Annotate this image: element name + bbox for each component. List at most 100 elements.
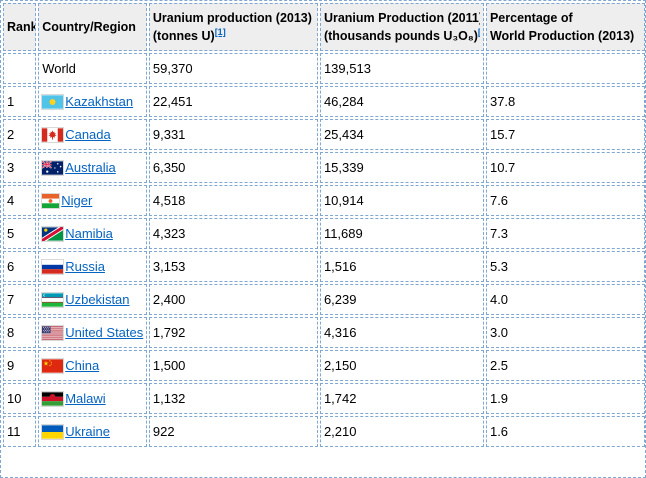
production-2013-cell: 3,153 <box>148 251 318 282</box>
percentage-cell: 7.6 <box>485 185 645 216</box>
table-row-kazakhstan: 1 Kazakhstan 22,451 46,284 37.8 <box>3 86 645 117</box>
production-2011-cell: 4,316 <box>319 317 484 348</box>
china-flag-icon <box>41 357 65 374</box>
table-row-china: 9 China 1,500 2,150 2.5 <box>3 350 645 381</box>
rank-cell: 1 <box>3 86 37 117</box>
rank-cell: 8 <box>3 317 37 348</box>
niger-flag-icon <box>41 192 61 209</box>
reference-link-1[interactable]: [1] <box>214 27 226 37</box>
production-2011-cell: 46,284 <box>319 86 484 117</box>
header-percentage: Percentage of World Production (2013) <box>485 3 645 51</box>
percentage-cell: 15.7 <box>485 119 645 150</box>
production-2013-cell: 4,518 <box>148 185 318 216</box>
header-rank: Rank <box>3 3 37 51</box>
table-row-australia: 3 Australia 6,350 15,339 10.7 <box>3 152 645 183</box>
ukraine-flag-icon <box>41 423 65 440</box>
table-row-world: World 59,370 139,513 <box>3 53 645 84</box>
production-2013-cell: 9,331 <box>148 119 318 150</box>
kazakhstan-flag-icon <box>41 93 65 110</box>
production-2013-cell: 1,792 <box>148 317 318 348</box>
table-row-uzbekistan: 7 Uzbekistan 2,400 6,239 4.0 <box>3 284 645 315</box>
table-row-canada: 2 Canada 9,331 25,434 15.7 <box>3 119 645 150</box>
country-cell: Russia <box>38 251 147 282</box>
production-2013-cell: 6,350 <box>148 152 318 183</box>
rank-cell: 6 <box>3 251 37 282</box>
header-production-2013-line2: (tonnes U)[1] <box>152 27 226 43</box>
percentage-cell: 1.9 <box>485 383 645 414</box>
table-row-russia: 6 Russia 3,153 1,516 5.3 <box>3 251 645 282</box>
production-2011-cell: 11,689 <box>319 218 484 249</box>
percentage-cell: 37.8 <box>485 86 645 117</box>
russia-flag-icon <box>41 258 65 275</box>
production-2013-cell: 1,500 <box>148 350 318 381</box>
percentage-cell: 2.5 <box>485 350 645 381</box>
country-link[interactable]: Australia <box>65 160 116 175</box>
canada-flag-icon <box>41 126 65 143</box>
production-2011-cell: 15,339 <box>319 152 484 183</box>
header-percentage-line1: Percentage of <box>489 10 573 25</box>
country-link[interactable]: Ukraine <box>65 424 110 439</box>
header-row: Rank Country/Region Uranium production (… <box>3 3 645 51</box>
country-link[interactable]: China <box>65 358 100 373</box>
reference-link-2[interactable]: [2] <box>478 27 480 37</box>
united-states-flag-icon <box>41 324 65 341</box>
header-production-2013-line1: Uranium production (2013) <box>152 10 312 25</box>
production-2013-cell: 59,370 <box>148 53 318 84</box>
country-cell: Namibia <box>38 218 147 249</box>
country-link[interactable]: Malawi <box>65 391 106 406</box>
rank-cell: 7 <box>3 284 37 315</box>
country-link[interactable]: Russia <box>65 259 105 274</box>
header-production-2011-line1: Uranium Production (2011) <box>323 10 480 25</box>
percentage-cell: 1.6 <box>485 416 645 447</box>
country-link[interactable]: United States <box>65 325 144 340</box>
header-production-2011-line2: (thousands pounds U₃O₈)[2] <box>324 27 480 45</box>
percentage-cell: 5.3 <box>485 251 645 282</box>
production-2013-cell: 22,451 <box>148 86 318 117</box>
namibia-flag-icon <box>41 225 65 242</box>
production-2013-cell: 2,400 <box>148 284 318 315</box>
country-link[interactable]: Namibia <box>65 226 113 241</box>
country-link[interactable]: Kazakhstan <box>65 94 134 109</box>
table-row-united-states: 8 United States 1,792 4,316 3.0 <box>3 317 645 348</box>
production-2011-cell: 139,513 <box>319 53 484 84</box>
table-row-ukraine: 11 Ukraine 922 2,210 1.6 <box>3 416 645 447</box>
country-cell: Uzbekistan <box>38 284 147 315</box>
production-2011-cell: 6,239 <box>319 284 484 315</box>
country-link[interactable]: Canada <box>65 127 111 142</box>
australia-flag-icon <box>41 159 65 176</box>
country-cell: United States <box>38 317 147 348</box>
country-cell: Australia <box>38 152 147 183</box>
production-2011-cell: 25,434 <box>319 119 484 150</box>
percentage-cell <box>485 53 645 84</box>
production-2011-cell: 10,914 <box>319 185 484 216</box>
rank-cell: 2 <box>3 119 37 150</box>
production-2013-cell: 1,132 <box>148 383 318 414</box>
production-2011-cell: 1,742 <box>319 383 484 414</box>
percentage-cell: 7.3 <box>485 218 645 249</box>
production-2011-cell: 2,210 <box>319 416 484 447</box>
rank-cell: 5 <box>3 218 37 249</box>
table-row-niger: 4 Niger 4,518 10,914 7.6 <box>3 185 645 216</box>
percentage-cell: 3.0 <box>485 317 645 348</box>
rank-cell: 3 <box>3 152 37 183</box>
header-production-2013: Uranium production (2013) (tonnes U)[1] <box>148 3 318 51</box>
header-percentage-line2: World Production (2013) <box>489 29 635 43</box>
rank-cell <box>3 53 37 84</box>
production-2011-cell: 1,516 <box>319 251 484 282</box>
rank-cell: 9 <box>3 350 37 381</box>
production-2013-cell: 922 <box>148 416 318 447</box>
uzbekistan-flag-icon <box>41 291 65 308</box>
country-link[interactable]: Niger <box>61 193 93 208</box>
percentage-cell: 4.0 <box>485 284 645 315</box>
country-cell: Kazakhstan <box>38 86 147 117</box>
rank-cell: 10 <box>3 383 37 414</box>
rank-cell: 11 <box>3 416 37 447</box>
production-2011-cell: 2,150 <box>319 350 484 381</box>
header-production-2011: Uranium Production (2011) (thousands pou… <box>319 3 484 51</box>
country-cell: Ukraine <box>38 416 147 447</box>
table-row-namibia: 5 Namibia 4,323 11,689 7.3 <box>3 218 645 249</box>
production-2013-cell: 4,323 <box>148 218 318 249</box>
country-link[interactable]: Uzbekistan <box>65 292 130 307</box>
malawi-flag-icon <box>41 390 65 407</box>
